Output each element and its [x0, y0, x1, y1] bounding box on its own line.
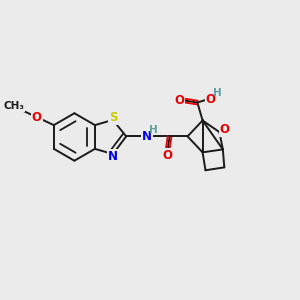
Text: O: O [220, 123, 230, 136]
Text: O: O [32, 111, 42, 124]
Text: N: N [142, 130, 152, 143]
Text: O: O [206, 93, 216, 106]
Text: CH₃: CH₃ [3, 101, 24, 111]
Text: O: O [174, 94, 184, 107]
Text: H: H [149, 125, 158, 135]
Text: S: S [109, 111, 117, 124]
Text: O: O [162, 149, 172, 162]
Text: H: H [213, 88, 222, 98]
Text: N: N [108, 150, 118, 163]
